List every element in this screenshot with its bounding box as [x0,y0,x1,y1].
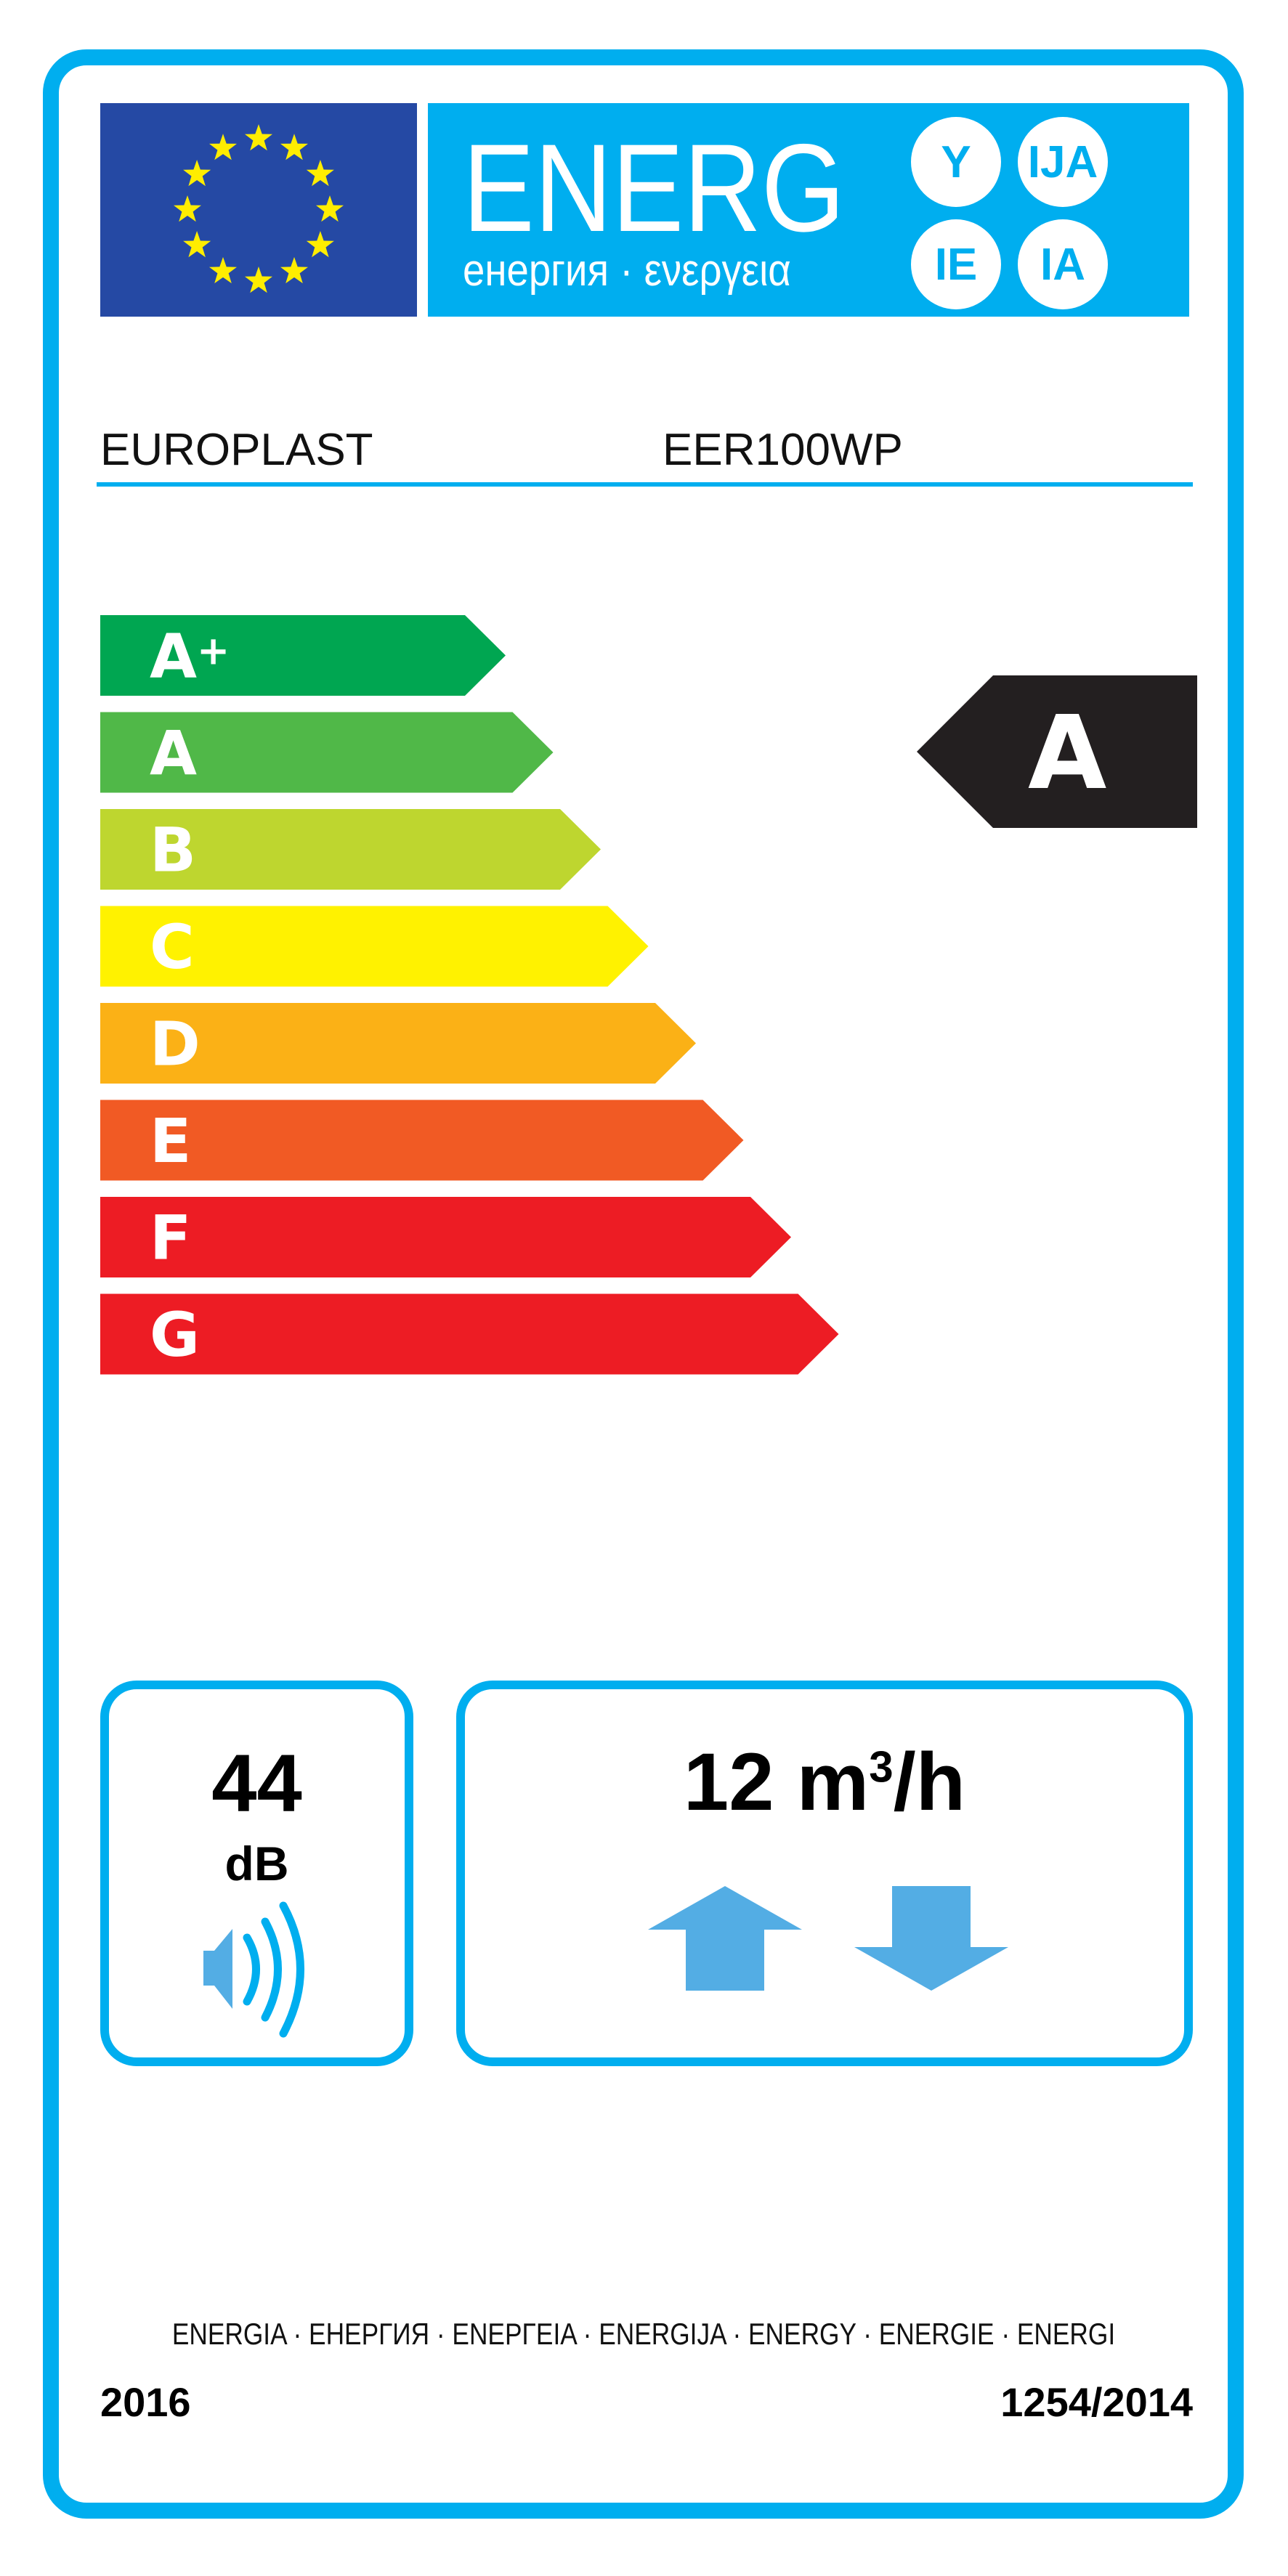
airflow-arrows [648,1886,1008,1991]
class-bar-F: F [100,1197,791,1277]
star-icon [245,267,272,293]
star-icon [183,231,211,258]
star-icon [245,124,272,151]
class-bar-C: C [100,906,649,987]
star-icon [209,256,237,284]
class-bar-label: D [150,1009,201,1080]
airflow-value: 12 m3/h [465,1739,1184,1826]
arrow-down-icon [854,1886,1008,1991]
suffix-y: Y [911,117,1001,207]
star-icon [209,134,237,161]
suffix-ia: IA [1018,219,1108,309]
supplier-name: EUROPLAST [100,425,373,475]
airflow-number: 12 m [683,1736,870,1827]
class-bar-shape [100,1100,744,1181]
suffix-ija: IJA [1018,117,1108,207]
airflow-exponent: 3 [869,1742,894,1792]
star-icon [280,134,308,161]
star-icon [280,256,308,284]
class-bar-label: A [150,718,197,789]
star-icon [306,160,334,187]
header-divider [97,482,1193,487]
class-bar-shape [100,615,506,696]
eu-flag [100,103,417,317]
class-bar-shape [100,906,649,987]
class-bar-shape [100,1003,696,1084]
noise-box: 44 dB [100,1681,413,2066]
class-bar-shape [100,1293,839,1375]
class-bar-A: A [100,712,554,793]
noise-value: 44 [211,1738,302,1829]
label-frame [43,49,1244,2519]
star-icon [183,160,211,187]
year: 2016 [100,2379,191,2425]
languages-line: ENERGIA · ЕНЕРГИЯ · ΕΝΕΡΓΕΙΑ · ENERGIJA … [171,2317,1116,2351]
speaker-icon [203,1901,304,2038]
class-bar-A+: A+ [100,615,506,696]
noise-unit: dB [224,1837,289,1890]
star-icon [306,231,334,258]
model-id: EER100WP [663,425,903,475]
rating-label: A [1028,694,1106,813]
class-bar-label: B [150,815,196,886]
energy-banner: ENERG енергия · ενεργεια Y IJA IE IA [428,103,1189,317]
class-bar-shape [100,809,601,890]
star-icon [316,195,344,222]
class-bar-label: C [150,911,195,983]
class-bar-label: E [150,1105,191,1177]
arrow-up-icon [648,1886,802,1991]
eu-stars-icon [174,124,344,293]
class-bar-G: G [100,1293,839,1375]
class-bar-shape [100,1197,791,1277]
airflow-unit: /h [893,1736,966,1827]
class-bar-label: F [150,1203,191,1274]
class-bar-B: B [100,809,601,890]
energy-word: ENERG [463,118,846,258]
class-bar-shape [100,712,554,793]
suffix-ie: IE [911,219,1001,309]
airflow-box: 12 m3/h [456,1681,1193,2066]
star-icon [174,195,201,222]
rating-indicator: A [917,675,1197,828]
rating-arrow-shape [917,675,1197,828]
class-bar-label: G [150,1299,200,1370]
class-bar-E: E [100,1100,744,1181]
class-bar-D: D [100,1003,696,1084]
regulation: 1254/2014 [1000,2379,1193,2425]
energy-subtitle: енергия · ενεργεια [463,245,791,296]
